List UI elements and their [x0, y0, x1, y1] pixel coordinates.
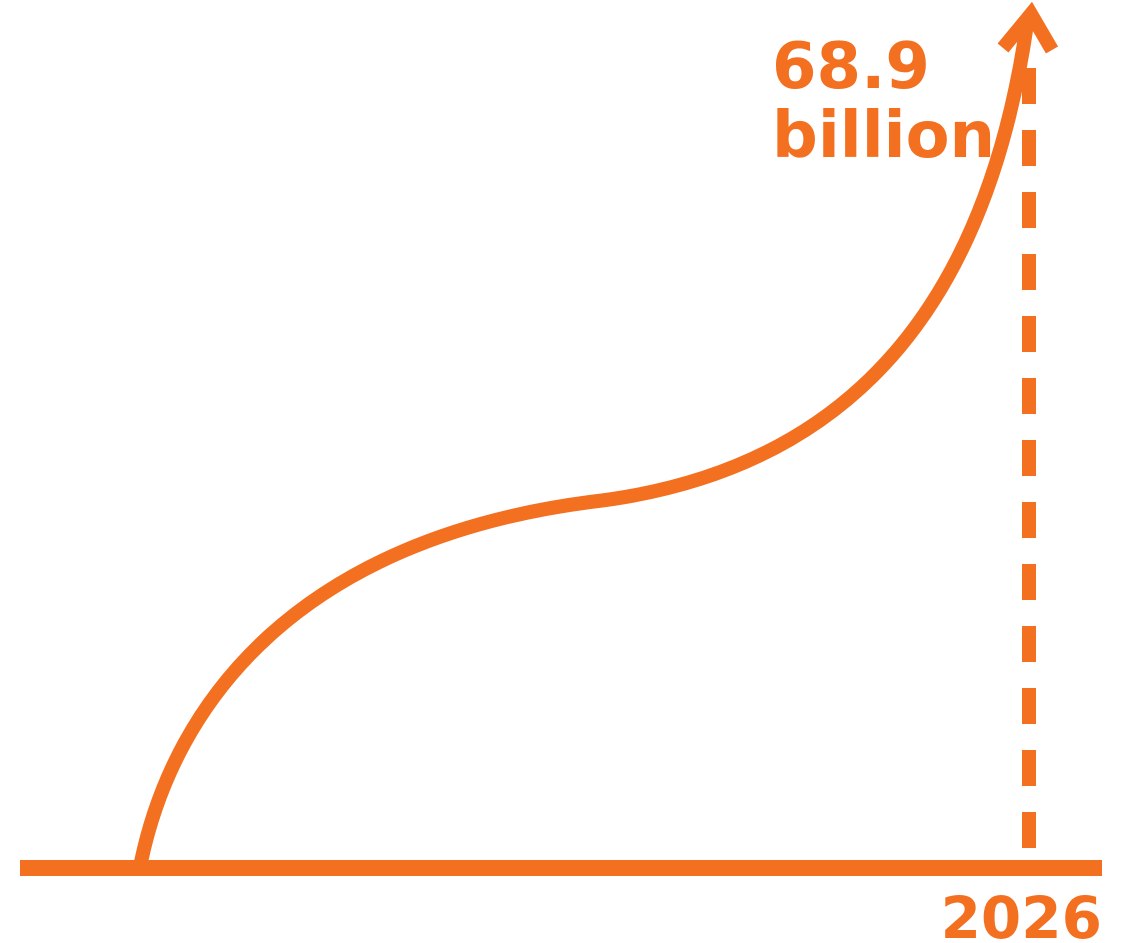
arrow-head-icon: [997, 1, 1059, 54]
growth-curve: [134, 22, 1034, 864]
x-tick-label-2026: 2026: [941, 884, 1102, 943]
end-value-label: 68.9: [772, 30, 930, 104]
end-value-unit-label: billion: [772, 99, 995, 173]
